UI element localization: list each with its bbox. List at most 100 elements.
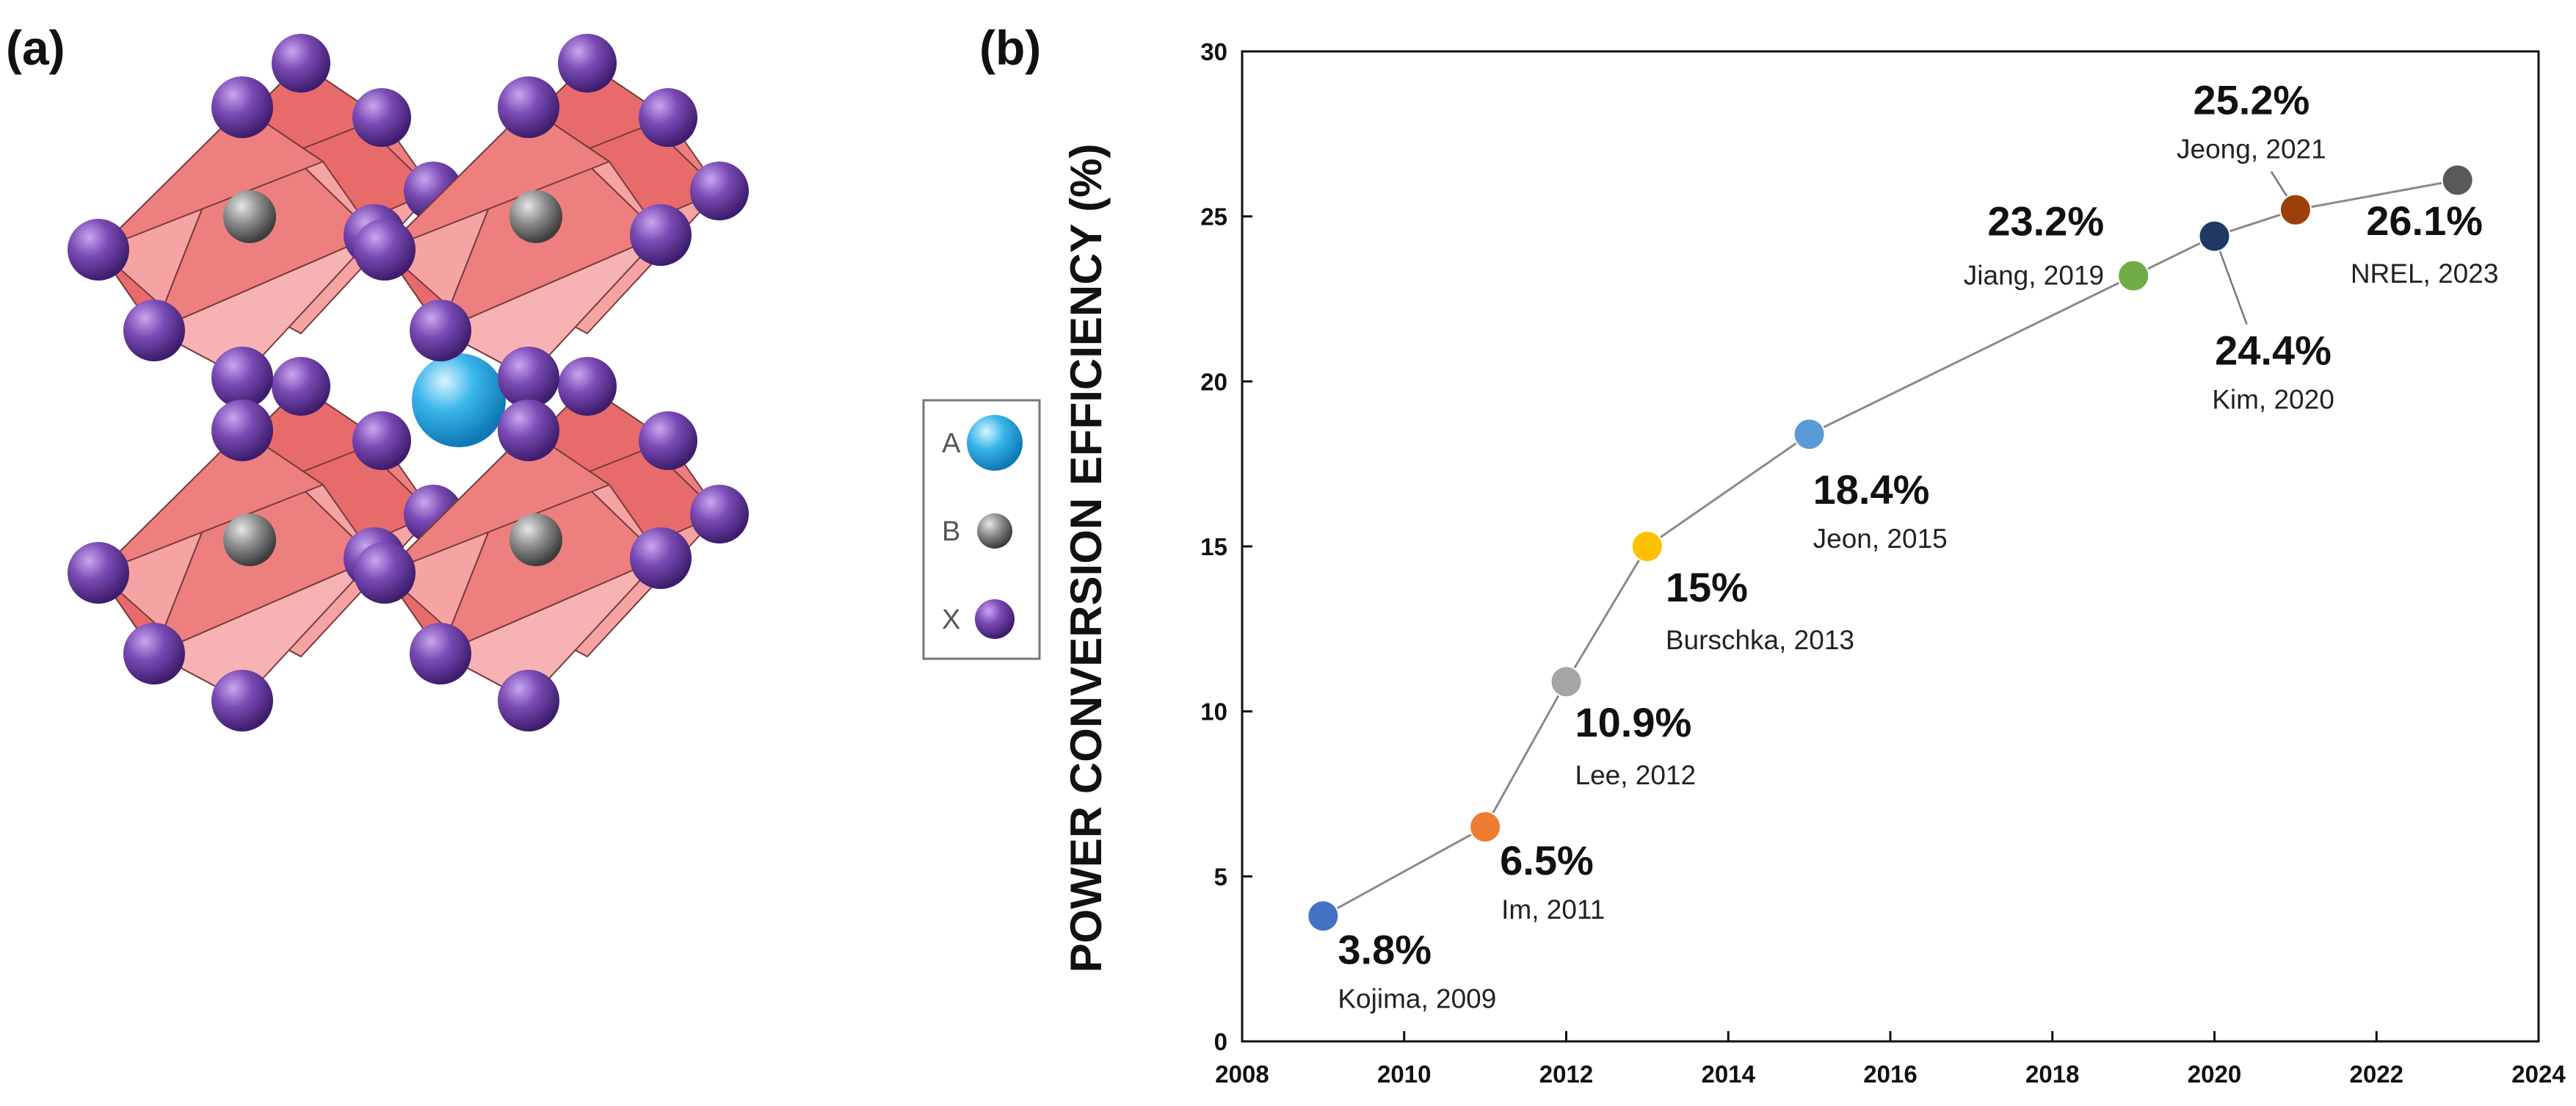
perovskite-structure-panel: (a) A B X [6,21,1041,731]
x-tick-label: 2018 [2025,1060,2079,1088]
octahedron-face [440,234,661,378]
y-axis-title: POWER CONVERSION EFFICIENCY (%) [1062,144,1111,973]
author-label-2015: Jeon, 2015 [1813,524,1948,554]
y-tick-label: 10 [1200,698,1227,726]
y-tick-label: 25 [1200,203,1227,231]
data-point-2012 [1550,665,1583,698]
octahedron-face [153,557,375,701]
y-tick-label: 0 [1214,1028,1227,1055]
pce-label-2019: 23.2% [1987,198,2104,245]
x-site-atom [354,542,416,604]
y-tick-label: 15 [1200,533,1227,560]
legend-swatch-x [975,599,1015,639]
author-label-2019: Jiang, 2019 [1964,261,2104,291]
data-point-2021 [2279,193,2312,226]
author-label-2013: Burschka, 2013 [1666,625,1854,655]
legend-swatch-b [977,513,1012,549]
pce-label-2012: 10.9% [1575,699,1692,745]
x-site-atom [123,623,185,684]
x-site-atom [639,411,697,470]
x-site-atom [630,204,692,266]
x-site-atom [498,76,559,138]
pce-label-2021: 25.2% [2193,77,2310,123]
data-point-2015 [1793,418,1826,451]
x-site-atom [630,527,692,589]
y-tick-label: 20 [1200,368,1227,395]
legend-key-b: B [942,516,960,547]
x-tick-label: 2014 [1702,1060,1756,1088]
x-site-atom [211,400,273,461]
pce-chart-panel: (b) POWER CONVERSION EFFICIENCY (%) 0 5 10… [979,21,2566,1088]
x-site-atom [211,76,273,138]
pce-label-2013: 15% [1666,564,1748,610]
x-tick-label: 2010 [1377,1060,1431,1088]
pce-label-2020: 24.4% [2215,328,2332,374]
x-site-atom [410,300,471,361]
x-site-atom [690,485,749,543]
author-label-2009: Kojima, 2009 [1338,983,1496,1013]
x-site-atom [352,88,411,147]
octahedron-face [384,106,610,250]
legend-swatch-a [967,415,1023,471]
crystal-structure-drawing [68,34,749,731]
x-site-atom [558,357,617,416]
x-tick-label: 2024 [2511,1060,2566,1088]
x-site-atom [354,219,416,281]
pce-label-2023: 26.1% [2366,198,2483,244]
x-site-atom [272,357,330,416]
data-point-2023 [2441,164,2474,197]
data-point-2009 [1307,900,1340,933]
data-annotations: 3.8% Kojima, 2009 6.5% Im, 2011 10.9% Lee, 20… [1338,77,2498,1014]
x-tick-label: 2022 [2350,1060,2403,1088]
pce-label-2011: 6.5% [1500,837,1594,883]
x-tick-label: 2020 [2188,1060,2241,1088]
octahedron-face [153,234,375,378]
data-point-2011 [1469,810,1502,843]
x-site-atom [498,400,559,461]
data-point-2020 [2198,220,2231,253]
y-axis: 0 5 10 15 20 25 30 [1200,38,1252,1055]
author-label-2011: Im, 2011 [1501,894,1605,925]
x-site-atom [498,670,559,731]
x-site-atom [272,34,330,93]
x-site-atom [68,219,129,281]
x-site-atom [639,88,697,147]
x-site-atom [68,542,129,604]
octahedron-face [98,106,324,250]
b-site-atom [509,513,562,566]
x-site-atom [498,347,559,408]
x-tick-label: 2012 [1539,1060,1593,1088]
x-site-atom [690,162,749,220]
b-site-atom [223,513,276,566]
y-tick-label: 30 [1200,38,1227,65]
pce-label-2015: 18.4% [1813,466,1930,513]
x-tick-label: 2008 [1215,1060,1269,1088]
x-axis: 2008 2010 2012 2014 2016 2018 2020 2022 2024 [1215,1031,2566,1088]
x-site-atom [410,623,471,684]
panel-b-label: (b) [979,21,1041,75]
x-site-atom [558,34,617,93]
author-label-2021: Jeong, 2021 [2177,134,2326,165]
x-site-atom [211,670,273,731]
b-site-atom [509,190,562,243]
leader-lines [2213,171,2296,325]
legend-key-a: A [942,428,961,459]
octahedron-face [98,430,324,574]
pce-label-2009: 3.8% [1338,926,1432,972]
x-site-atom [352,411,411,470]
data-points [1307,164,2474,933]
y-tick-label: 5 [1214,863,1227,890]
b-site-atom [223,190,276,243]
author-label-2012: Lee, 2012 [1575,760,1697,790]
author-label-2020: Kim, 2020 [2212,385,2334,415]
structure-legend: A B X [922,399,1041,660]
x-tick-label: 2016 [1863,1060,1917,1088]
author-label-2023: NREL, 2023 [2351,259,2499,289]
octahedron-face [384,430,610,574]
data-point-2013 [1630,530,1663,563]
legend-key-x: X [942,604,960,635]
x-site-atom [211,347,273,408]
panel-a-label: (a) [6,21,65,75]
a-site-atom [412,353,506,447]
octahedron-face [440,557,661,701]
